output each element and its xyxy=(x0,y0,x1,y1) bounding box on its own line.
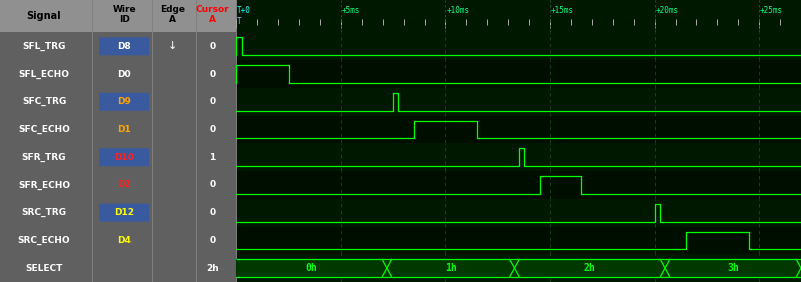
Bar xyxy=(0,60,236,88)
Text: D2: D2 xyxy=(117,180,131,190)
Text: 0: 0 xyxy=(209,125,215,134)
Text: 0: 0 xyxy=(209,208,215,217)
Text: +5ms: +5ms xyxy=(342,6,360,15)
Text: SFR_ECHO: SFR_ECHO xyxy=(18,180,70,190)
Text: D12: D12 xyxy=(115,208,134,217)
Text: SRC_ECHO: SRC_ECHO xyxy=(18,236,70,245)
Text: D0: D0 xyxy=(117,70,131,78)
Bar xyxy=(0,226,236,254)
Bar xyxy=(0,0,236,32)
Bar xyxy=(0,171,236,199)
Bar xyxy=(0,143,236,171)
Bar xyxy=(236,116,801,143)
FancyBboxPatch shape xyxy=(99,204,149,222)
Text: SFC_ECHO: SFC_ECHO xyxy=(18,125,70,134)
Text: +20ms: +20ms xyxy=(655,6,678,15)
Bar xyxy=(387,259,514,277)
Bar xyxy=(236,60,801,88)
Bar xyxy=(0,32,236,60)
Text: 0: 0 xyxy=(209,180,215,190)
Bar xyxy=(236,143,801,171)
Text: +10ms: +10ms xyxy=(446,6,469,15)
Text: 2h: 2h xyxy=(206,264,219,273)
Text: ↓: ↓ xyxy=(167,41,177,51)
Bar xyxy=(0,254,236,282)
Text: 2h: 2h xyxy=(584,263,596,273)
Text: D9: D9 xyxy=(117,97,131,106)
Text: SELECT: SELECT xyxy=(26,264,62,273)
Text: T+0: T+0 xyxy=(237,6,251,15)
Text: 0: 0 xyxy=(209,70,215,78)
Text: +25ms: +25ms xyxy=(760,6,783,15)
Text: SFC_TRG: SFC_TRG xyxy=(22,97,66,106)
Bar xyxy=(236,88,801,116)
Bar xyxy=(0,88,236,116)
Bar xyxy=(236,259,387,277)
Text: 0h: 0h xyxy=(306,263,317,273)
Text: Wire
ID: Wire ID xyxy=(112,5,136,24)
Text: 0: 0 xyxy=(209,97,215,106)
Bar xyxy=(236,32,801,60)
Text: 1h: 1h xyxy=(445,263,457,273)
Bar xyxy=(236,254,801,282)
Bar xyxy=(236,199,801,226)
Text: SRC_TRG: SRC_TRG xyxy=(22,208,66,217)
Text: D4: D4 xyxy=(117,236,131,245)
Bar xyxy=(0,199,236,226)
Bar xyxy=(0,116,236,143)
Bar xyxy=(236,171,801,199)
Text: 3h: 3h xyxy=(727,263,739,273)
Bar xyxy=(665,259,801,277)
Text: Signal: Signal xyxy=(26,11,62,21)
Text: SFL_TRG: SFL_TRG xyxy=(22,42,66,51)
FancyBboxPatch shape xyxy=(99,148,149,166)
Text: 1: 1 xyxy=(209,153,215,162)
Text: D10: D10 xyxy=(115,153,134,162)
Text: D1: D1 xyxy=(117,125,131,134)
Text: SFL_ECHO: SFL_ECHO xyxy=(18,69,70,79)
Text: 0: 0 xyxy=(209,42,215,51)
Text: 0: 0 xyxy=(209,236,215,245)
FancyBboxPatch shape xyxy=(99,37,149,55)
Text: SFR_TRG: SFR_TRG xyxy=(22,153,66,162)
Text: Edge
A: Edge A xyxy=(159,5,185,24)
Bar xyxy=(236,226,801,254)
Bar xyxy=(514,259,665,277)
Text: T: T xyxy=(237,17,242,26)
Bar xyxy=(236,0,801,32)
Text: D8: D8 xyxy=(117,42,131,51)
Text: +15ms: +15ms xyxy=(551,6,574,15)
Text: Cursor
A: Cursor A xyxy=(195,5,229,24)
FancyBboxPatch shape xyxy=(99,93,149,111)
